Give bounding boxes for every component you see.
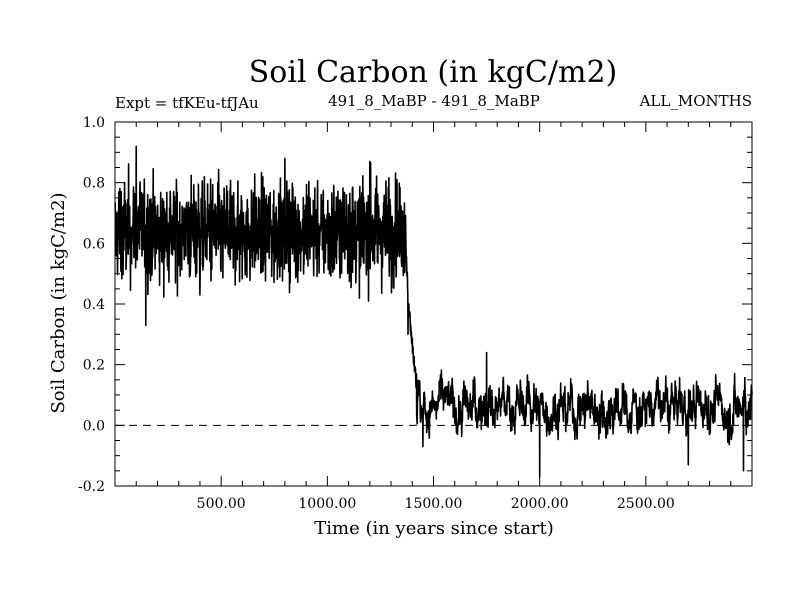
- x-tick-label: 1000.00: [298, 496, 356, 512]
- y-axis-label: Soil Carbon (in kgC/m2): [48, 192, 69, 413]
- chart-title: Soil Carbon (in kgC/m2): [249, 55, 617, 90]
- x-tick-label: 2500.00: [617, 496, 675, 512]
- y-tick-label: 1.0: [83, 115, 105, 131]
- tick-label-layer: 500.00 1000.00 1500.00 2000.00 2500.00 -0.2 0.…: [78, 115, 675, 512]
- chart-subtitle-center: 491_8_MaBP - 491_8_MaBP: [328, 92, 540, 110]
- x-tick-label: 500.00: [197, 496, 246, 512]
- x-tick-label: 2000.00: [511, 496, 569, 512]
- x-tick-label: 1500.00: [405, 496, 463, 512]
- y-tick-label: 0.4: [83, 297, 105, 313]
- y-tick-label: 0.0: [83, 418, 105, 434]
- x-axis-label: Time (in years since start): [314, 518, 554, 539]
- y-tick-label: 0.6: [83, 236, 105, 252]
- y-tick-label: 0.2: [83, 358, 105, 374]
- chart-subtitle-left: Expt = tfKEu-tfJAu: [115, 94, 259, 112]
- series-line: [114, 145, 753, 478]
- series-layer: [114, 145, 753, 478]
- tick-layer: [115, 121, 752, 487]
- y-tick-label: 0.8: [83, 176, 105, 192]
- y-tick-label: -0.2: [78, 479, 105, 495]
- plot-frame: [114, 121, 753, 487]
- chart-subtitle-right: ALL_MONTHS: [639, 92, 752, 110]
